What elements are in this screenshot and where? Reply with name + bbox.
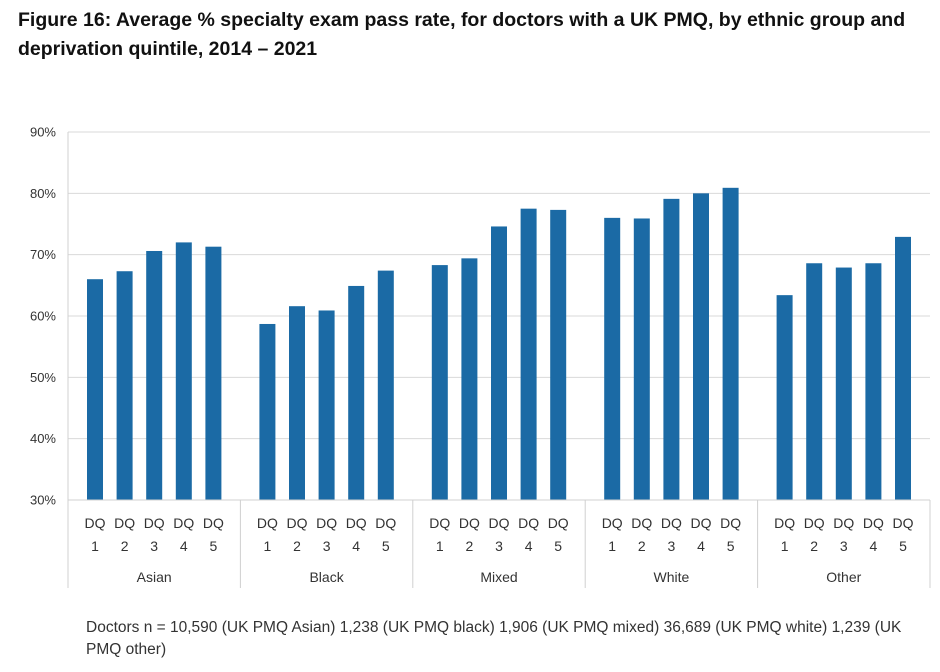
category-label: DQ <box>691 515 712 531</box>
group-label-other: Other <box>826 569 861 585</box>
bar-other-dq5 <box>895 236 911 500</box>
category-label: DQ <box>114 515 135 531</box>
category-label: DQ <box>548 515 569 531</box>
category-label: 5 <box>554 538 562 554</box>
bar-black-dq1 <box>259 323 276 500</box>
bar-asian-dq3 <box>146 250 163 500</box>
bar-white-dq3 <box>663 198 680 500</box>
category-label: DQ <box>602 515 623 531</box>
category-label: 1 <box>608 538 616 554</box>
bar-asian-dq2 <box>116 271 133 500</box>
footnote: Doctors n = 10,590 (UK PMQ Asian) 1,238 … <box>86 619 902 658</box>
category-label: 5 <box>727 538 735 554</box>
y-tick-label: 70% <box>30 247 56 262</box>
category-label: DQ <box>489 515 510 531</box>
category-label: 2 <box>121 538 129 554</box>
category-label: DQ <box>257 515 278 531</box>
bar-other-dq1 <box>776 295 793 500</box>
category-label: 3 <box>150 538 158 554</box>
category-label: DQ <box>287 515 308 531</box>
bar-other-dq3 <box>835 267 852 500</box>
category-label: 2 <box>638 538 646 554</box>
bar-mixed-dq5 <box>550 209 567 501</box>
bar-black-dq3 <box>318 310 335 500</box>
category-label: DQ <box>804 515 825 531</box>
category-label: DQ <box>429 515 450 531</box>
category-label: DQ <box>774 515 795 531</box>
category-label: DQ <box>833 515 854 531</box>
category-label: 5 <box>210 538 218 554</box>
category-label: 4 <box>525 538 533 554</box>
category-label: DQ <box>720 515 741 531</box>
category-label: 4 <box>180 538 188 554</box>
category-label: DQ <box>459 515 480 531</box>
category-label: DQ <box>661 515 682 531</box>
category-label: DQ <box>85 515 106 531</box>
category-label: DQ <box>173 515 194 531</box>
category-label: 2 <box>466 538 474 554</box>
bar-asian-dq4 <box>175 242 192 500</box>
category-label: 3 <box>495 538 503 554</box>
group-label-asian: Asian <box>137 569 172 585</box>
y-tick-label: 50% <box>30 370 56 385</box>
category-label: 2 <box>810 538 818 554</box>
bar-other-dq2 <box>806 263 823 500</box>
y-tick-label: 40% <box>30 431 56 446</box>
category-label: DQ <box>144 515 165 531</box>
y-tick-label: 60% <box>30 309 56 324</box>
category-label: 3 <box>668 538 676 554</box>
bar-white-dq2 <box>633 218 650 501</box>
category-label: DQ <box>518 515 539 531</box>
bar-mixed-dq1 <box>431 265 448 500</box>
category-label: 5 <box>899 538 907 554</box>
bar-black-dq5 <box>377 270 394 500</box>
y-tick-label: 80% <box>30 186 56 201</box>
group-label-white: White <box>654 569 690 585</box>
bar-white-dq4 <box>693 193 709 501</box>
category-label: DQ <box>893 515 914 531</box>
bar-mixed-dq4 <box>520 208 537 500</box>
chart-title: Figure 16: Average % specialty exam pass… <box>18 9 906 60</box>
bar-black-dq4 <box>348 285 365 500</box>
category-label: DQ <box>863 515 884 531</box>
category-label: 4 <box>697 538 705 554</box>
bar-other-dq4 <box>865 263 882 500</box>
bar-mixed-dq2 <box>461 258 478 500</box>
bar-asian-dq5 <box>205 246 222 500</box>
bar-mixed-dq3 <box>491 226 507 500</box>
category-label: 1 <box>91 538 99 554</box>
category-label: 4 <box>352 538 360 554</box>
category-label: 2 <box>293 538 301 554</box>
bar-black-dq2 <box>289 306 305 500</box>
category-label: 1 <box>436 538 444 554</box>
y-tick-label: 90% <box>30 125 56 140</box>
bar-white-dq1 <box>604 217 621 500</box>
category-label: DQ <box>203 515 224 531</box>
bar-white-dq5 <box>722 187 739 500</box>
category-label: 1 <box>264 538 272 554</box>
category-label: DQ <box>375 515 396 531</box>
category-label: DQ <box>631 515 652 531</box>
y-tick-label: 30% <box>30 493 56 508</box>
group-label-black: Black <box>309 569 344 585</box>
category-label: 4 <box>870 538 878 554</box>
bar-asian-dq1 <box>87 279 103 500</box>
category-label: 5 <box>382 538 390 554</box>
category-label: DQ <box>316 515 337 531</box>
category-label: 3 <box>840 538 848 554</box>
category-label: 3 <box>323 538 331 554</box>
group-label-mixed: Mixed <box>480 569 517 585</box>
category-label: 1 <box>781 538 789 554</box>
category-label: DQ <box>346 515 367 531</box>
